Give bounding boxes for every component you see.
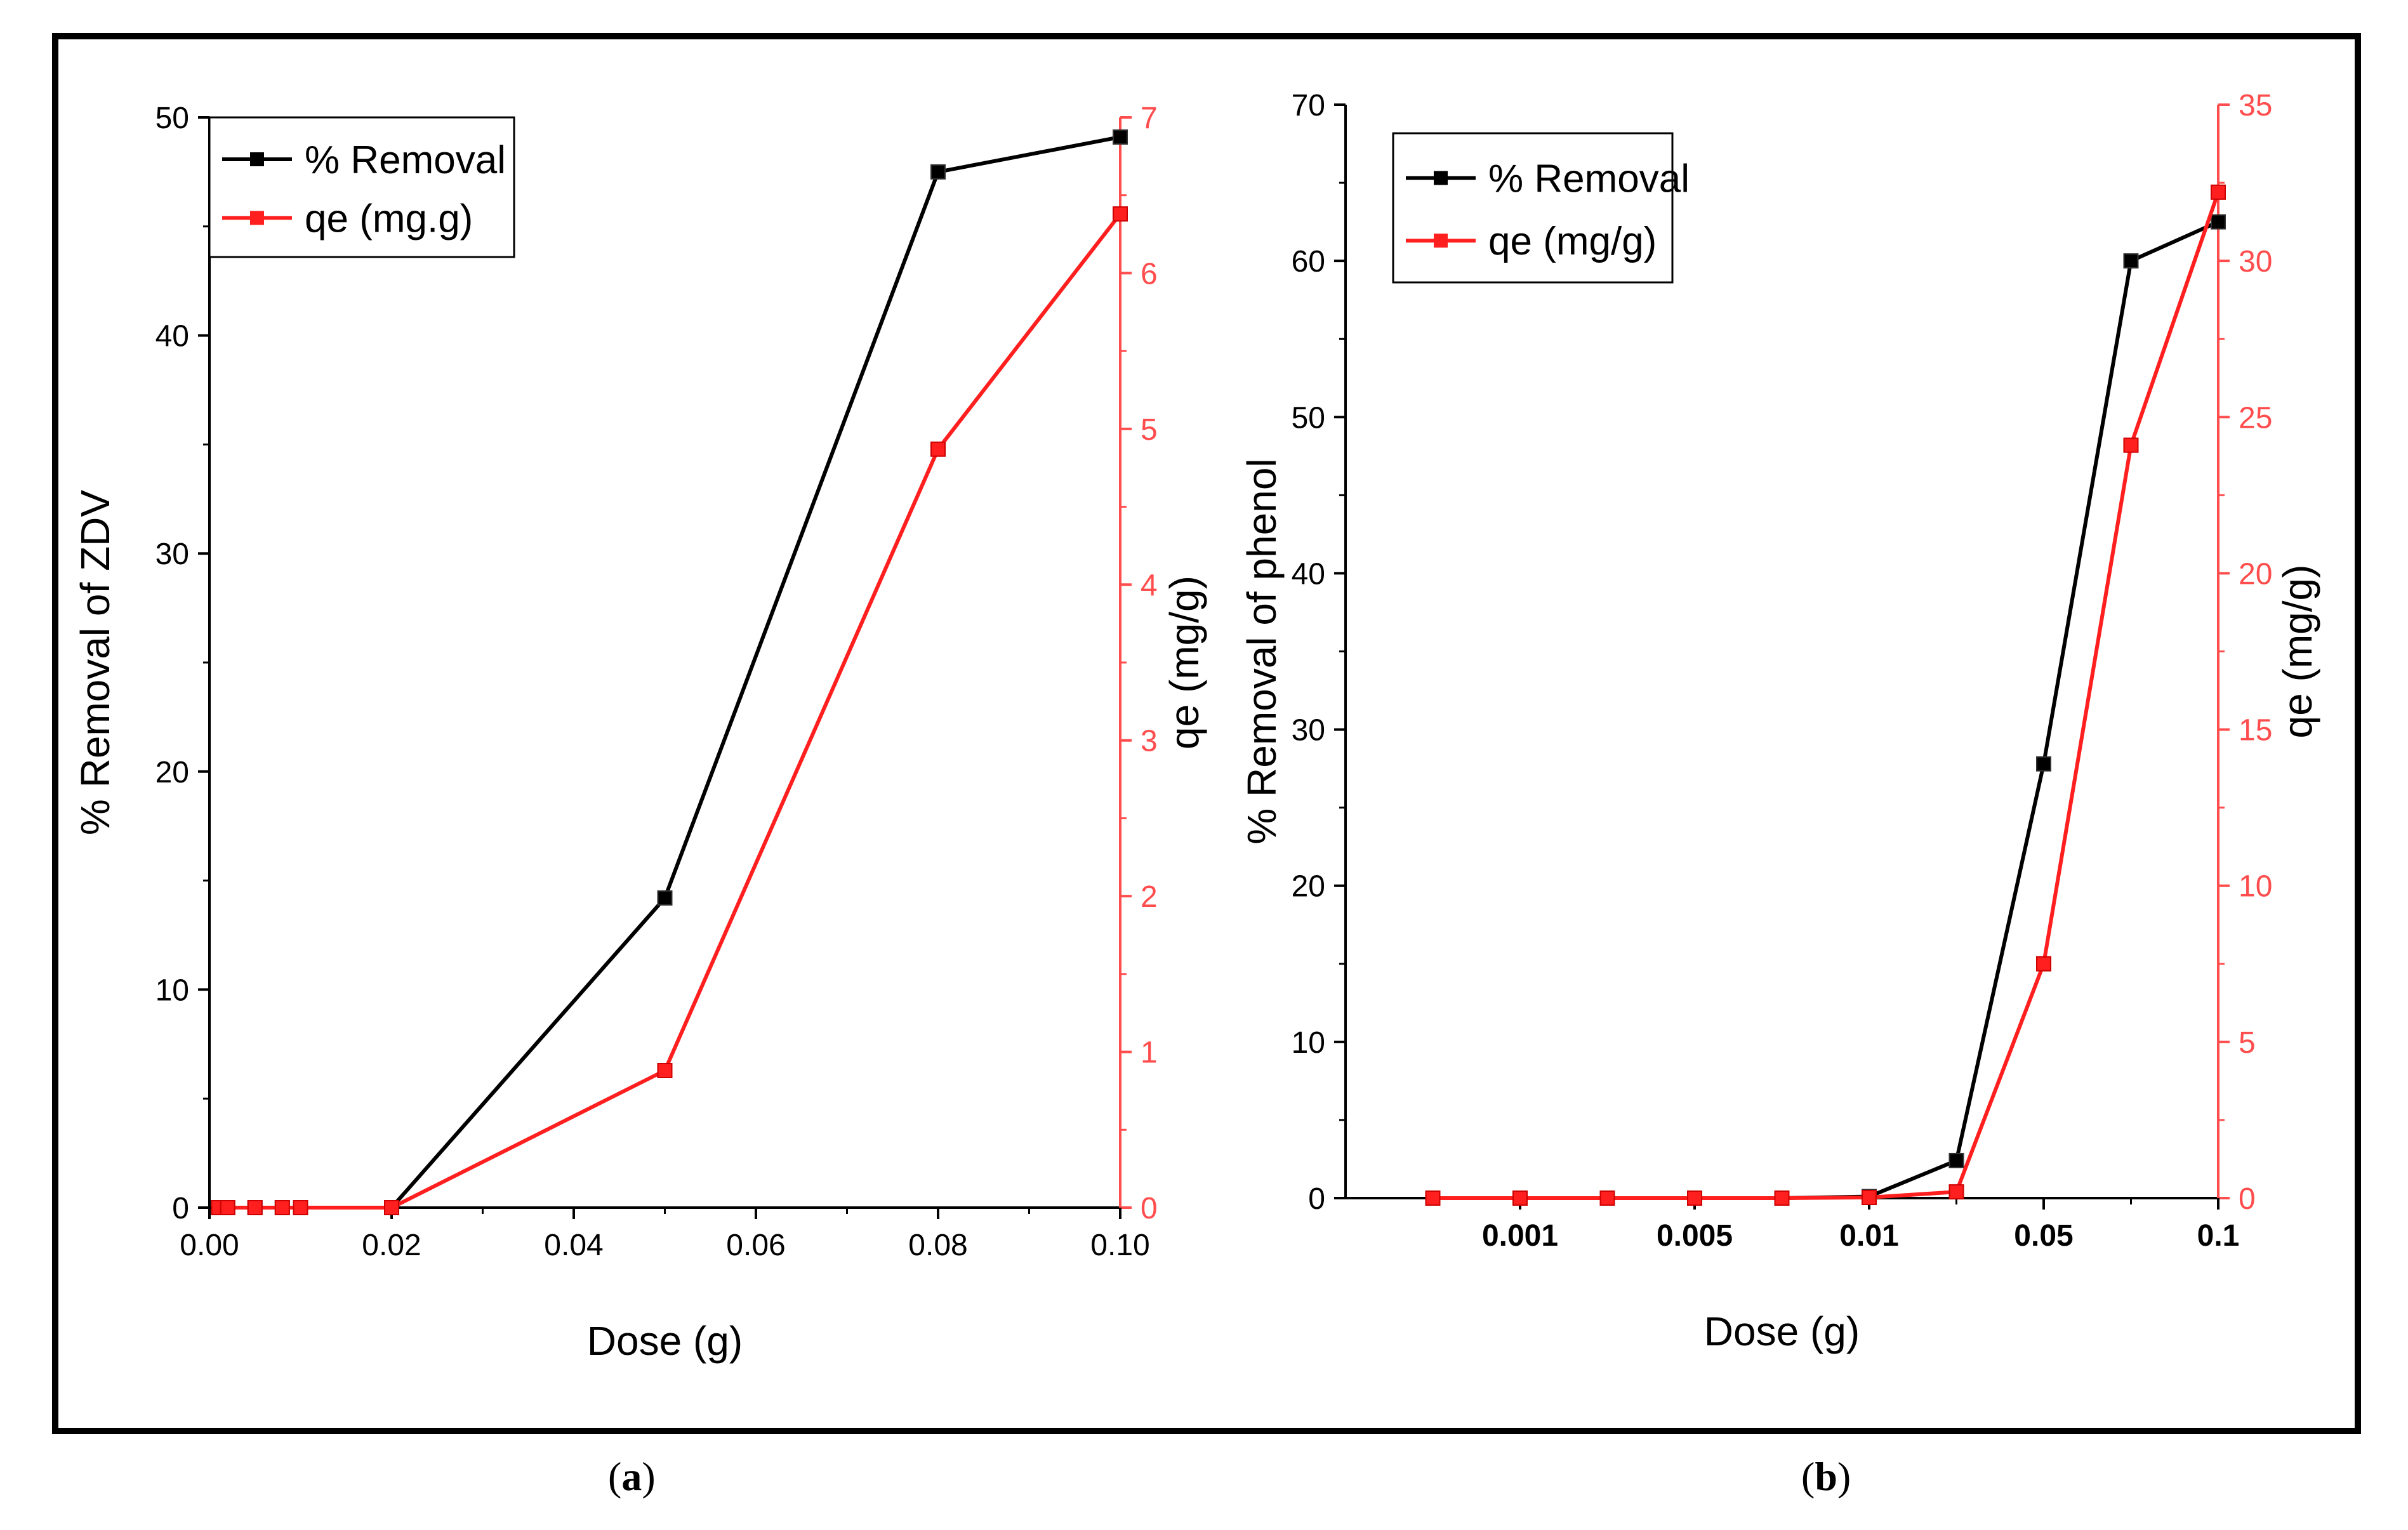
data-point-qe (274, 1200, 290, 1215)
legend-marker (250, 211, 264, 225)
y-tick-label: 10 (1292, 1026, 1325, 1060)
y2-tick-label: 0 (1141, 1192, 1158, 1225)
data-point-qe (1948, 1184, 1964, 1200)
data-point-removal (657, 890, 673, 906)
x-axis-title: Dose (g) (587, 1318, 743, 1364)
y2-tick-label: 15 (2239, 714, 2272, 748)
y2-tick-label: 20 (2239, 557, 2272, 591)
y-tick-label: 10 (155, 973, 189, 1007)
data-point-removal (1113, 129, 1128, 145)
y-tick-label: 50 (155, 102, 189, 135)
x-tick-label: 0.1 (2197, 1219, 2240, 1253)
y2-tick-label: 25 (2239, 401, 2272, 435)
data-point-qe (2123, 437, 2139, 453)
y2-tick-label: 3 (1141, 725, 1158, 758)
legend-entry-removal: % Removal (1488, 157, 1690, 201)
x-tick-label: 0.005 (1657, 1219, 1733, 1253)
y-axis-title: % Removal of phenol (1239, 458, 1285, 844)
y2-tick-label: 5 (1141, 413, 1158, 447)
data-point-removal (2036, 756, 2051, 772)
legend-box (208, 116, 515, 258)
data-point-qe (1687, 1190, 1702, 1206)
y2-tick-label: 5 (2239, 1026, 2256, 1060)
data-point-qe (247, 1200, 263, 1215)
legend-marker (250, 152, 264, 166)
x-tick-label: 0.04 (544, 1229, 603, 1262)
y-tick-label: 20 (1292, 870, 1325, 904)
legend-marker (1434, 171, 1448, 185)
data-point-qe (1774, 1190, 1790, 1206)
x-tick-label: 0.00 (180, 1229, 239, 1262)
y2-tick-label: 2 (1141, 880, 1158, 914)
legend-entry-qe: qe (mg.g) (305, 197, 473, 241)
x-tick-label: 0.01 (1839, 1219, 1898, 1253)
data-point-qe (293, 1200, 308, 1215)
data-point-qe (1599, 1190, 1615, 1206)
y2-tick-label: 7 (1141, 102, 1158, 135)
legend-marker (1434, 234, 1448, 248)
data-point-removal (930, 164, 946, 180)
x-tick-label: 0.06 (726, 1229, 785, 1262)
data-point-qe (2036, 956, 2051, 972)
y2-tick-label: 4 (1141, 569, 1158, 602)
y2-tick-label: 0 (2239, 1182, 2256, 1216)
y2-tick-label: 1 (1141, 1036, 1158, 1070)
data-point-qe (220, 1200, 235, 1215)
data-point-qe (1425, 1190, 1441, 1206)
y-tick-label: 0 (1308, 1182, 1325, 1216)
data-point-qe (2211, 184, 2226, 200)
data-point-qe (384, 1200, 399, 1215)
y-axis-title: % Removal of ZDV (72, 490, 118, 835)
series-line-qe (1432, 191, 2220, 1200)
y-tick-label: 30 (155, 537, 189, 571)
y2-axis-title: qe (mg/g) (1161, 576, 1207, 749)
y-tick-label: 70 (1292, 89, 1325, 122)
data-point-removal (2123, 253, 2139, 269)
chart-b: 0 10 20 30 40 50 60 70 0 5 10 15 20 25 30 35 0.001 0.005 0… (1239, 89, 2320, 1354)
panel-label-a: (a) (608, 1454, 656, 1499)
y2-axis-title: qe (mg/g) (2275, 565, 2320, 739)
y-tick-label: 0 (172, 1192, 189, 1225)
y-tick-label: 60 (1292, 245, 1325, 279)
data-point-qe (930, 441, 946, 457)
legend-box (1392, 132, 1674, 284)
x-tick-label: 0.10 (1090, 1229, 1149, 1262)
chart-a: 0 10 20 30 40 50 0 1 2 3 4 5 6 7 0.00 0.02 0.04 0.06 0.08 0… (72, 102, 1207, 1364)
panel-label-b: (b) (1801, 1454, 1851, 1499)
series-line-qe (218, 213, 1122, 1210)
data-point-qe (1512, 1190, 1528, 1206)
y2-tick-label: 10 (2239, 870, 2272, 904)
y-tick-label: 30 (1292, 714, 1325, 748)
x-tick-label: 0.08 (908, 1229, 967, 1262)
series-line-removal (1432, 220, 2219, 1200)
y2-tick-label: 35 (2239, 89, 2272, 122)
series-line-removal (218, 135, 1121, 1210)
x-axis-title: Dose (g) (1704, 1309, 1860, 1354)
x-tick-label: 0.02 (362, 1229, 421, 1262)
x-tick-label: 0.001 (1482, 1219, 1558, 1253)
y-tick-label: 50 (1292, 401, 1325, 435)
figure-frame (52, 33, 2361, 1434)
legend-entry-removal: % Removal (305, 138, 506, 182)
data-point-removal (1948, 1152, 1964, 1168)
data-point-removal (2211, 214, 2226, 230)
legend-entry-qe: qe (mg/g) (1488, 220, 1657, 263)
y2-tick-label: 30 (2239, 245, 2272, 279)
y-tick-label: 40 (1292, 557, 1325, 591)
y-tick-label: 40 (155, 320, 189, 353)
data-point-qe (1113, 206, 1128, 222)
data-point-qe (657, 1063, 673, 1079)
x-tick-label: 0.05 (2014, 1219, 2073, 1253)
data-point-qe (1862, 1190, 1877, 1206)
y-tick-label: 20 (155, 756, 189, 789)
y2-tick-label: 6 (1141, 257, 1158, 291)
